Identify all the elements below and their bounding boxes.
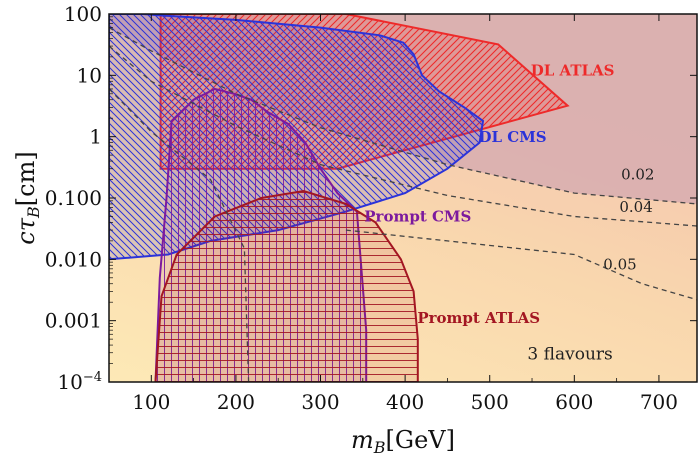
x-tick-label-500: 500 — [471, 390, 509, 414]
annotation-dl-atlas: DL ATLAS — [531, 61, 615, 79]
x-axis-title: mB[GeV] — [351, 426, 455, 457]
exclusion-regions — [109, 14, 570, 382]
y-tick-label-6: 10−4 — [57, 370, 102, 394]
y-tick-label-base: 10 — [57, 370, 82, 394]
x-axis-title-var: m — [351, 426, 374, 454]
annotation-0-05: 0.05 — [603, 255, 636, 273]
x-tick-label-600: 600 — [555, 390, 593, 414]
annotation-0-04: 0.04 — [619, 198, 652, 216]
y-tick-label-4: 0.010 — [45, 247, 102, 271]
y-tick-label-3: 0.100 — [45, 186, 102, 210]
x-tick-label-100: 100 — [132, 390, 170, 414]
annotation-3-flavours: 3 flavours — [527, 345, 612, 365]
x-axis-title-unit: [GeV] — [386, 426, 455, 454]
y-axis-title-var: cτ — [12, 217, 40, 244]
contour-lines — [109, 27, 697, 382]
annotation-prompt-cms: Prompt CMS — [364, 207, 471, 225]
region-prompt-atlas — [154, 189, 419, 382]
annotation-dl-cms: DL CMS — [478, 128, 546, 146]
x-tick-label-700: 700 — [640, 390, 678, 414]
y-axis-title-sub: B — [24, 206, 43, 219]
y-tick-label-5: 0.001 — [45, 309, 102, 333]
annotation-0-02: 0.02 — [621, 166, 654, 184]
region-hatch-prompt-atlas — [154, 189, 419, 382]
axis-ticks: 100 200 300 400 500 600 700 100 10 1 0.100 0.010 0.0… — [45, 2, 697, 414]
annotations: DL ATLAS DL CMS Prompt CMS Prompt ATLAS 0.02… — [364, 61, 654, 364]
y-tick-label-0: 100 — [64, 2, 102, 26]
contour-line-3 — [345, 229, 697, 301]
contour-0-04 — [109, 45, 697, 227]
y-tick-label-exp: −4 — [83, 370, 102, 385]
y-axis-title-unit: [cm] — [12, 151, 40, 206]
y-tick-label-1: 10 — [77, 63, 102, 87]
y-axis-title: cτB[cm] — [12, 151, 43, 244]
x-tick-label-200: 200 — [217, 390, 255, 414]
annotation-prompt-atlas: Prompt ATLAS — [417, 309, 540, 327]
x-axis-title-sub: B — [373, 438, 386, 457]
contour-0-02 — [109, 27, 697, 205]
y-tick-label-2: 1 — [89, 125, 102, 149]
x-tick-label-300: 300 — [301, 390, 339, 414]
x-tick-label-400: 400 — [386, 390, 424, 414]
contour-0-05 — [109, 88, 250, 382]
